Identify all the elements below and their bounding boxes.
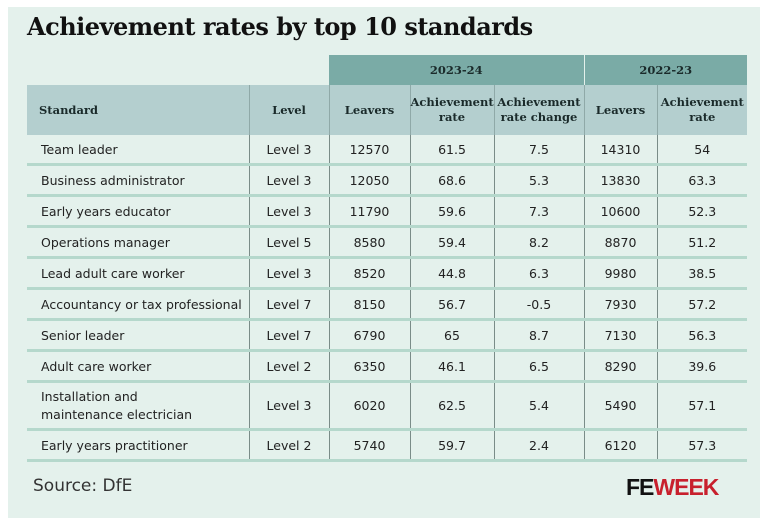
table-cell: Accountancy or tax professional [27, 288, 249, 321]
table-cell: 68.6 [409, 164, 494, 197]
table-row: Lead adult care worker Level 3 8520 44.8 6.3… [27, 257, 748, 290]
table-row: Early years educator Level 3 11790 59.6 7.3 1… [27, 195, 748, 228]
table-row: Business administrator Level 3 12050 68.6 5.… [27, 164, 748, 197]
table-cell: 57.3 [656, 429, 748, 462]
table-cell: 7930 [583, 288, 657, 321]
table-cell: 56.7 [409, 288, 494, 321]
table-cell: 5490 [583, 381, 657, 431]
table-cell: 8.2 [493, 226, 584, 259]
table-cell: Installation and maintenance electrician [27, 381, 249, 431]
fe-week-logo: FEWEEK [626, 474, 719, 501]
table-cell: 13830 [583, 164, 657, 197]
table-cell: 51.2 [656, 226, 748, 259]
table-cell: 57.1 [656, 381, 748, 431]
table-cell: Early years practitioner [27, 429, 249, 462]
table-cell: 6.3 [493, 257, 584, 290]
table-row: Senior leader Level 7 6790 65 8.7 7130 56.3 [27, 319, 748, 352]
table-cell: 61.5 [409, 135, 494, 166]
column-header: Achievement rate [409, 85, 494, 135]
table-cell: Level 2 [248, 429, 329, 462]
table-cell: Level 3 [248, 135, 329, 166]
table-cell: 8.7 [493, 319, 584, 352]
logo-week: WEEK [653, 474, 719, 500]
table-cell: 63.3 [656, 164, 748, 197]
table-cell: 8290 [583, 350, 657, 383]
table-cell: 10600 [583, 195, 657, 228]
table-cell: 6120 [583, 429, 657, 462]
standards-table: 2023-24 2022-23 Standard Level Leavers Achi… [27, 55, 748, 462]
table-cell: 5.3 [493, 164, 584, 197]
table-cell: Level 7 [248, 319, 329, 352]
table-row: Team leader Level 3 12570 61.5 7.5 14310 54 [27, 135, 748, 166]
column-header: Level [248, 85, 329, 135]
table-cell: Level 3 [248, 381, 329, 431]
table-cell: 8870 [583, 226, 657, 259]
table-cell: 6020 [328, 381, 410, 431]
page-title: Achievement rates by top 10 standards [27, 12, 533, 41]
empty-header [27, 55, 329, 85]
logo-fe: FE [626, 474, 654, 500]
table-cell: 56.3 [656, 319, 748, 352]
table-cell: Team leader [27, 135, 249, 166]
table-cell: Senior leader [27, 319, 249, 352]
table-cell: 2.4 [493, 429, 584, 462]
table-cell: 62.5 [409, 381, 494, 431]
source-note: Source: DfE [33, 476, 133, 496]
table-cell: 8150 [328, 288, 410, 321]
table-row: Accountancy or tax professional Level 7 81… [27, 288, 748, 321]
table-cell: 6350 [328, 350, 410, 383]
column-header: Leavers [328, 85, 410, 135]
table-cell: 14310 [583, 135, 657, 166]
table-cell: Level 5 [248, 226, 329, 259]
table-cell: 46.1 [409, 350, 494, 383]
column-header: Standard [27, 85, 249, 135]
table-cell: 39.6 [656, 350, 748, 383]
table-cell: Level 3 [248, 257, 329, 290]
column-header: Leavers [583, 85, 657, 135]
table-cell: 44.8 [409, 257, 494, 290]
table-cell: 59.4 [409, 226, 494, 259]
table-cell: Business administrator [27, 164, 249, 197]
table-cell: 9980 [583, 257, 657, 290]
table-cell: 7.5 [493, 135, 584, 166]
table-cell: 8520 [328, 257, 410, 290]
table-cell: 6790 [328, 319, 410, 352]
table-cell: 5740 [328, 429, 410, 462]
column-header: Achievement rate [656, 85, 748, 135]
table-row: Early years practitioner Level 2 5740 59.7 2… [27, 429, 748, 462]
table-cell: 57.2 [656, 288, 748, 321]
table-cell: Level 3 [248, 195, 329, 228]
table-cell: 59.6 [409, 195, 494, 228]
table-row: Adult care worker Level 2 6350 46.1 6.5 8290 3… [27, 350, 748, 383]
table-cell: Early years educator [27, 195, 249, 228]
table-cell: 7.3 [493, 195, 584, 228]
table-cell: 59.7 [409, 429, 494, 462]
table-cell: 12570 [328, 135, 410, 166]
table-cell: 54 [656, 135, 748, 166]
table-cell: 38.5 [656, 257, 748, 290]
column-header: Achievement rate change [493, 85, 584, 135]
table-cell: 12050 [328, 164, 410, 197]
table-cell: 6.5 [493, 350, 584, 383]
table-cell: Level 7 [248, 288, 329, 321]
table-cell: -0.5 [493, 288, 584, 321]
table-cell: Adult care worker [27, 350, 249, 383]
table-row: Operations manager Level 5 8580 59.4 8.2 8870… [27, 226, 748, 259]
table-cell: Operations manager [27, 226, 249, 259]
table-cell: 65 [409, 319, 494, 352]
table-cell: 52.3 [656, 195, 748, 228]
group-header-2022-23: 2022-23 [583, 55, 748, 85]
table-cell: Level 2 [248, 350, 329, 383]
table-row: Installation and maintenance electrician L… [27, 381, 748, 431]
table-cell: 11790 [328, 195, 410, 228]
table-cell: Level 3 [248, 164, 329, 197]
table-cell: 8580 [328, 226, 410, 259]
table-cell: Lead adult care worker [27, 257, 249, 290]
group-header-2023-24: 2023-24 [329, 55, 584, 85]
table-cell: 5.4 [493, 381, 584, 431]
table-cell: 7130 [583, 319, 657, 352]
